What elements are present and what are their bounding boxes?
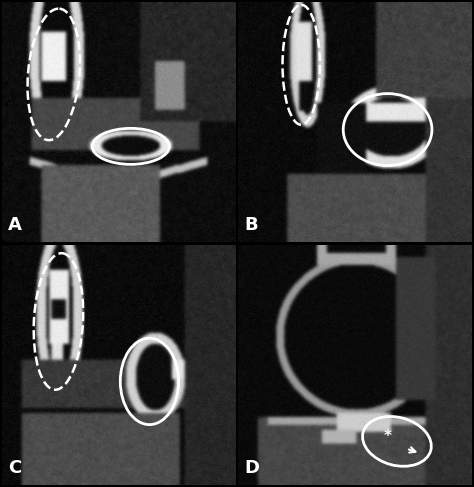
Text: A: A <box>8 216 22 234</box>
Text: C: C <box>8 459 21 477</box>
Text: *: * <box>383 429 392 444</box>
Text: D: D <box>244 459 259 477</box>
Text: B: B <box>244 216 258 234</box>
